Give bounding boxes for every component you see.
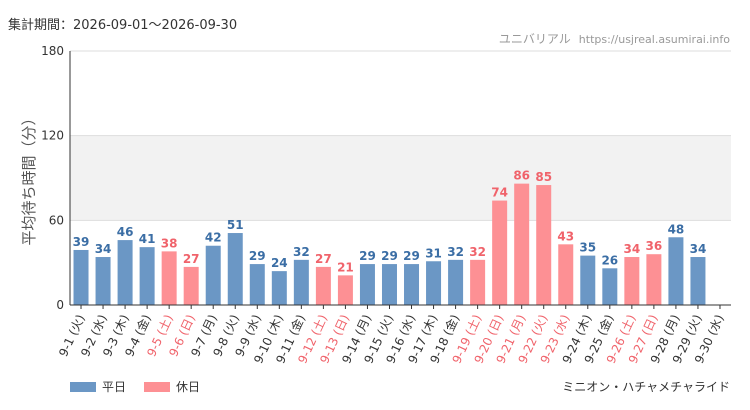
bar-weekday[interactable] xyxy=(95,257,111,305)
bar-value-label: 32 xyxy=(293,245,310,259)
bar-value-label: 85 xyxy=(535,170,552,184)
bar-value-label: 74 xyxy=(491,186,508,200)
bar-value-label: 29 xyxy=(249,249,266,263)
bar-weekday[interactable] xyxy=(426,261,442,305)
legend-swatch-weekday xyxy=(70,381,96,392)
source-credit[interactable]: ユニバリアル https://usjreal.asumirai.info xyxy=(499,30,730,47)
site-url[interactable]: https://usjreal.asumirai.info xyxy=(578,33,730,46)
bar-weekday[interactable] xyxy=(117,240,133,305)
bar-value-label: 31 xyxy=(425,246,442,260)
bar-value-label: 32 xyxy=(469,245,486,259)
y-axis-title: 平均待ち時間（分） xyxy=(20,110,38,245)
bar-value-label: 35 xyxy=(579,241,596,255)
bar-value-label: 43 xyxy=(557,229,574,243)
bar-holiday[interactable] xyxy=(183,266,199,305)
shaded-band xyxy=(70,135,731,221)
bar-weekday[interactable] xyxy=(73,249,89,305)
bar-value-label: 39 xyxy=(73,235,90,249)
bar-weekday[interactable] xyxy=(139,247,155,305)
attraction-name: ミニオン・ハチャメチャライド xyxy=(562,380,730,394)
bar-value-label: 29 xyxy=(403,249,420,263)
gridlines xyxy=(70,50,731,221)
y-tick-label: 180 xyxy=(41,44,64,58)
bars: 39 34 46 41 38 27 42 51 29 24 32 27 21 29 29 29 31 32 32 74… xyxy=(73,169,707,305)
bar-value-label: 46 xyxy=(117,225,134,239)
legend-label-holiday: 休日 xyxy=(176,380,201,394)
bar-weekday[interactable] xyxy=(205,245,221,305)
bar-value-label: 29 xyxy=(359,249,376,263)
bar-value-label: 34 xyxy=(95,242,112,256)
bar-value-label: 27 xyxy=(315,252,332,266)
bar-weekday[interactable] xyxy=(404,264,420,305)
bar-weekday[interactable] xyxy=(668,237,684,305)
bar-holiday[interactable] xyxy=(470,259,486,305)
y-tick-label: 60 xyxy=(49,213,64,227)
bar-holiday[interactable] xyxy=(514,183,530,305)
bar-value-label: 29 xyxy=(381,249,398,263)
bar-holiday[interactable] xyxy=(161,251,177,305)
bar-holiday[interactable] xyxy=(646,254,662,305)
legend: 平日 休日 xyxy=(70,378,218,395)
legend-label-weekday: 平日 xyxy=(102,380,127,394)
bar-weekday[interactable] xyxy=(227,233,243,305)
y-tick-label: 0 xyxy=(56,298,64,312)
y-axis-title-group: 平均待ち時間（分） xyxy=(20,110,38,245)
bar-holiday[interactable] xyxy=(337,275,353,305)
legend-swatch-holiday xyxy=(144,381,171,392)
bar-holiday[interactable] xyxy=(558,244,574,305)
bar-weekday[interactable] xyxy=(690,257,706,305)
bar-weekday[interactable] xyxy=(293,259,309,305)
bar-value-label: 36 xyxy=(646,239,663,253)
bar-value-label: 32 xyxy=(447,245,464,259)
period-label: 集計期間：2026-09-01～2026-09-30 xyxy=(8,18,238,33)
bar-holiday[interactable] xyxy=(624,257,640,305)
site-name: ユニバリアル xyxy=(498,32,571,46)
bar-value-label: 27 xyxy=(183,252,200,266)
bar-value-label: 48 xyxy=(668,222,685,236)
bar-value-label: 34 xyxy=(623,242,640,256)
bar-weekday[interactable] xyxy=(271,271,287,305)
bar-value-label: 38 xyxy=(161,236,178,250)
y-tick-label: 120 xyxy=(41,129,64,143)
bar-value-label: 42 xyxy=(205,231,222,245)
bar-holiday[interactable] xyxy=(492,200,508,305)
bar-weekday[interactable] xyxy=(580,255,596,305)
bar-weekday[interactable] xyxy=(359,264,375,305)
bar-value-label: 21 xyxy=(337,260,354,274)
bar-value-label: 41 xyxy=(139,232,156,246)
bar-value-label: 51 xyxy=(227,218,244,232)
bar-weekday[interactable] xyxy=(249,264,265,305)
legend-item-holiday[interactable]: 休日 xyxy=(144,378,200,395)
legend-item-weekday[interactable]: 平日 xyxy=(70,378,126,395)
bar-value-label: 26 xyxy=(601,253,618,267)
band-rect xyxy=(70,135,731,221)
bar-value-label: 86 xyxy=(513,169,530,183)
bar-weekday[interactable] xyxy=(602,268,618,305)
bar-value-label: 34 xyxy=(690,242,707,256)
bar-holiday[interactable] xyxy=(315,266,331,305)
bar-weekday[interactable] xyxy=(381,264,397,305)
bar-value-label: 24 xyxy=(271,256,288,270)
bar-weekday[interactable] xyxy=(448,259,464,305)
bar-holiday[interactable] xyxy=(536,185,552,305)
